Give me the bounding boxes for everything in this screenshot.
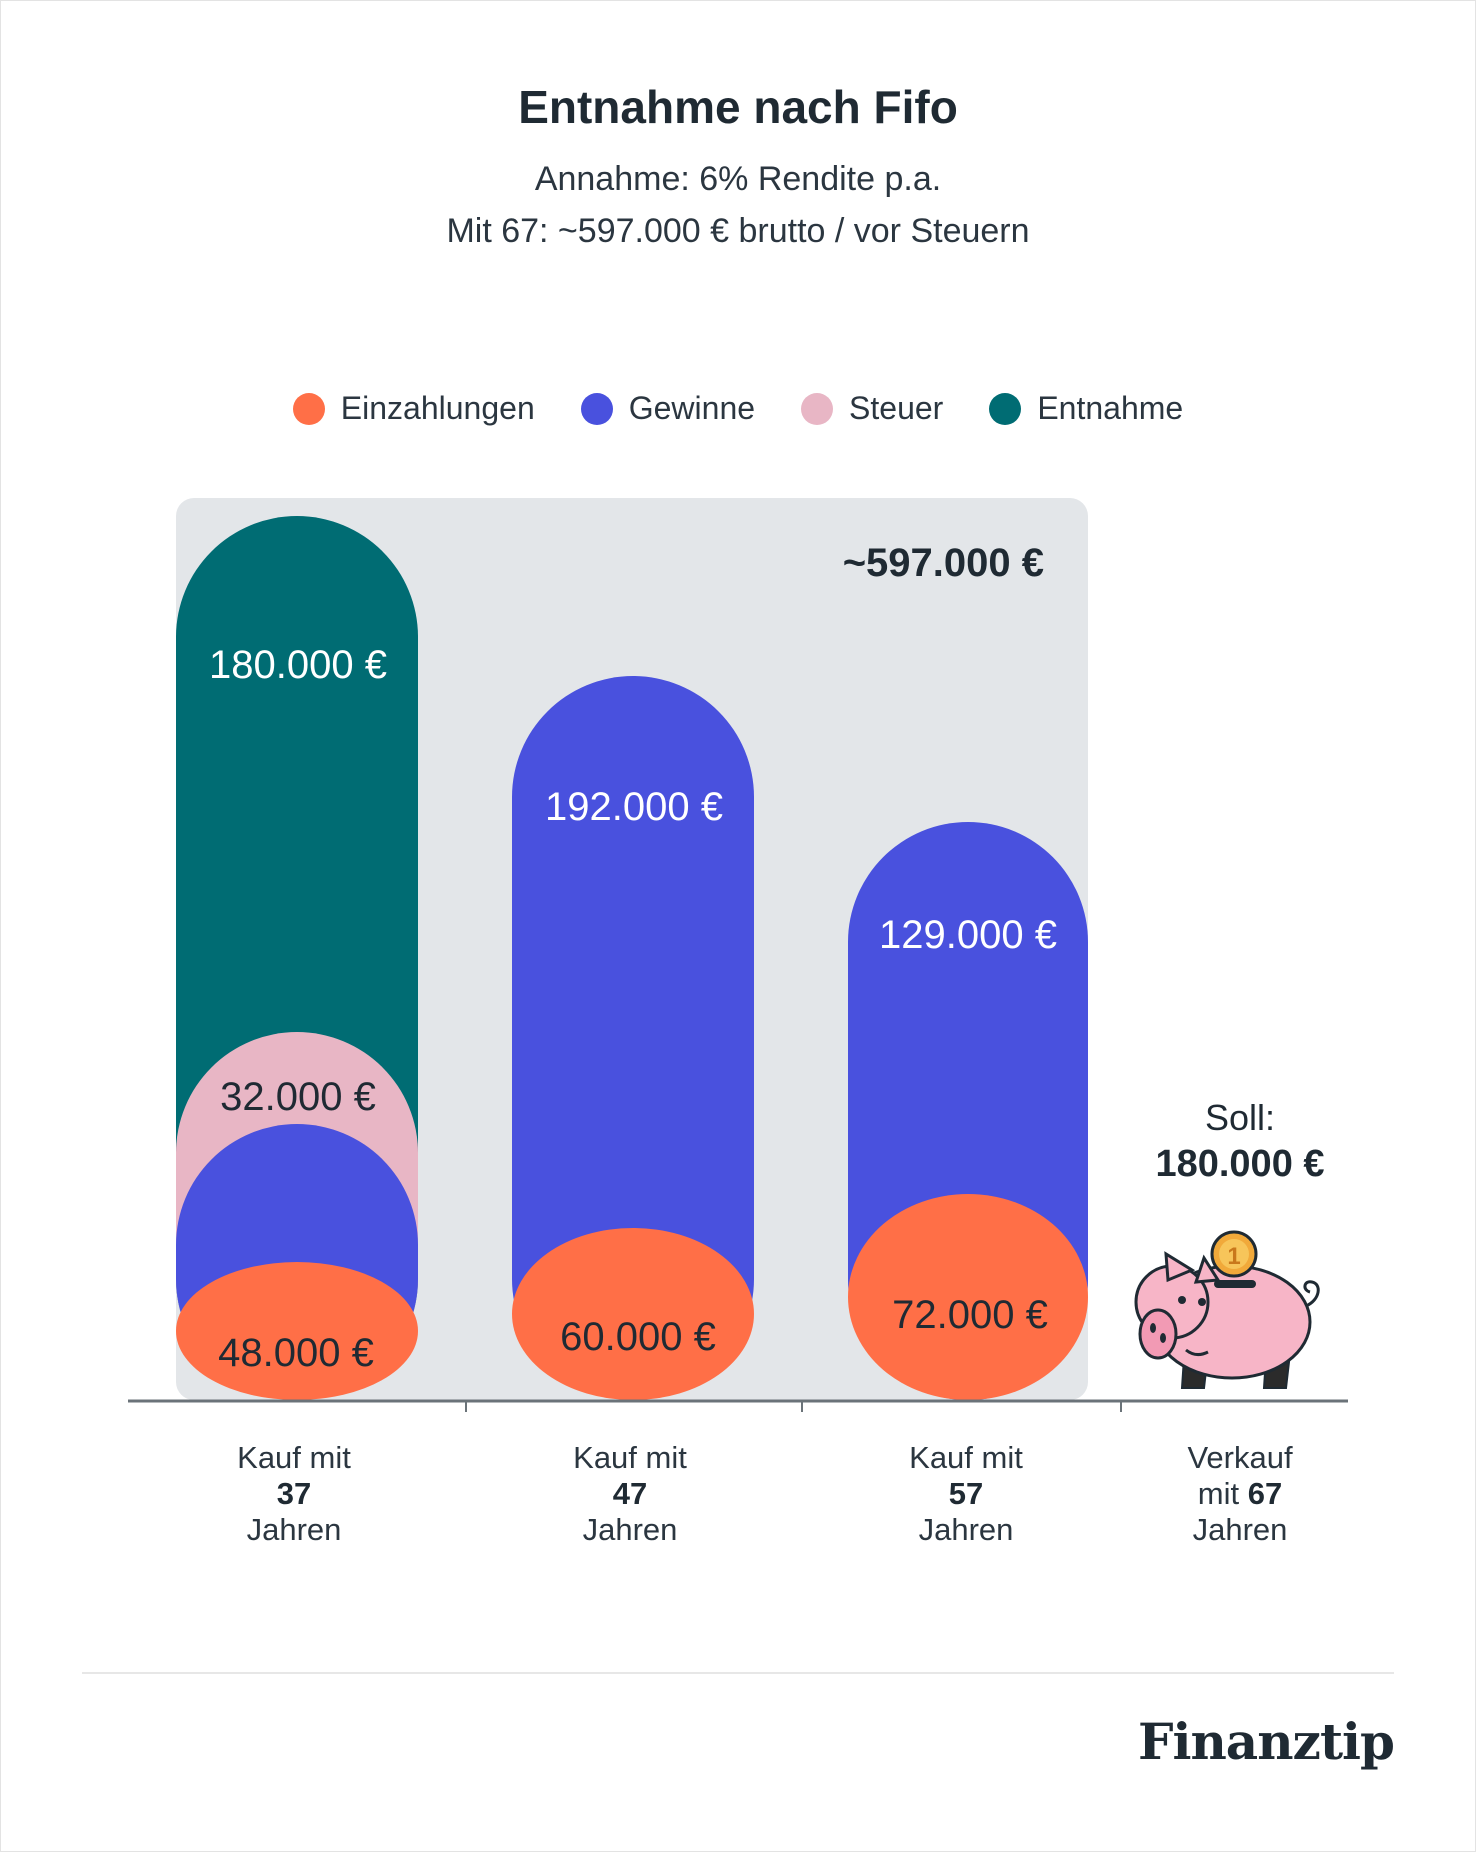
legend-label-steuer: Steuer (849, 390, 944, 426)
target-value: 180.000 € (1155, 1143, 1324, 1185)
x-tick-label-age: 47 (613, 1476, 647, 1511)
x-tick-label-age: 57 (949, 1476, 983, 1511)
x-tick-label-line1: Kauf mit (237, 1440, 351, 1475)
target-label: Soll: (1205, 1097, 1275, 1138)
x-tick-label-age: 37 (277, 1476, 311, 1511)
bar-kauf-57: 129.000 € 72.000 € (848, 822, 1088, 1400)
x-tick-label-line3: Jahren (583, 1512, 678, 1547)
label-einzahlungen-37: 48.000 € (218, 1331, 374, 1375)
legend-label-einzahlungen: Einzahlungen (340, 390, 535, 426)
chart-subtitle-total: Mit 67: ~597.000 € brutto / vor Steuern (446, 212, 1030, 250)
bar-segment-gewinne (512, 676, 754, 1400)
x-tick-label-age-line: mit 67 (1198, 1476, 1282, 1511)
legend-swatch-einzahlungen (292, 392, 325, 425)
footer-divider (82, 1672, 1394, 1674)
legend: Einzahlungen Gewinne Steuer Entnahme (0, 390, 1476, 427)
legend-label-entnahme: Entnahme (1037, 390, 1184, 426)
x-tick-label-line1: Kauf mit (573, 1440, 687, 1475)
x-tick-label-line1: Kauf mit (909, 1440, 1023, 1475)
x-tick-label-prefix: mit (1198, 1476, 1248, 1511)
label-gewinne-47: 192.000 € (545, 785, 723, 829)
x-tick-label-line3: Jahren (247, 1512, 342, 1547)
legend-swatch-steuer (801, 392, 834, 425)
legend-label-gewinne: Gewinne (628, 390, 756, 426)
bar-kauf-47: 192.000 € 60.000 € (512, 676, 754, 1400)
x-tick-label-age: 67 (1248, 1476, 1282, 1511)
label-steuer-37: 32.000 € (220, 1075, 376, 1119)
bar-segment-einzahlungen (512, 1228, 754, 1400)
legend-item-entnahme: Entnahme (989, 390, 1183, 427)
label-gewinne-57: 129.000 € (879, 913, 1057, 957)
x-tick-label-line1: Verkauf (1187, 1440, 1293, 1475)
x-tick-label-line3: Jahren (1193, 1512, 1288, 1547)
label-einzahlungen-47: 60.000 € (560, 1315, 716, 1359)
label-entnahme-37: 180.000 € (209, 643, 387, 687)
bar-segment-einzahlungen (848, 1194, 1088, 1400)
legend-item-gewinne: Gewinne (580, 390, 756, 427)
piggy-bank-icon: 1 (1134, 1230, 1320, 1389)
bar-segment-einzahlungen (176, 1262, 418, 1400)
bar-kauf-37: 180.000 € 32.000 € 48.000 € (176, 516, 418, 1400)
x-tick-label-line3: Jahren (919, 1512, 1014, 1547)
legend-item-einzahlungen: Einzahlungen (292, 390, 535, 427)
total-label: ~597.000 € (843, 541, 1044, 585)
svg-text:1: 1 (1227, 1243, 1240, 1270)
x-tick-labels: Kauf mit 37 Jahren Kauf mit 47 Jahren Ka… (237, 1440, 1293, 1547)
label-einzahlungen-57: 72.000 € (892, 1293, 1048, 1337)
brand-logo: Finanztip (1137, 1712, 1395, 1771)
chart-subtitle-assumption: Annahme: 6% Rendite p.a. (534, 160, 942, 198)
legend-swatch-gewinne (580, 392, 613, 425)
legend-swatch-entnahme (989, 392, 1022, 425)
legend-item-steuer: Steuer (801, 390, 943, 427)
chart-title: Entnahme nach Fifo (518, 81, 958, 133)
